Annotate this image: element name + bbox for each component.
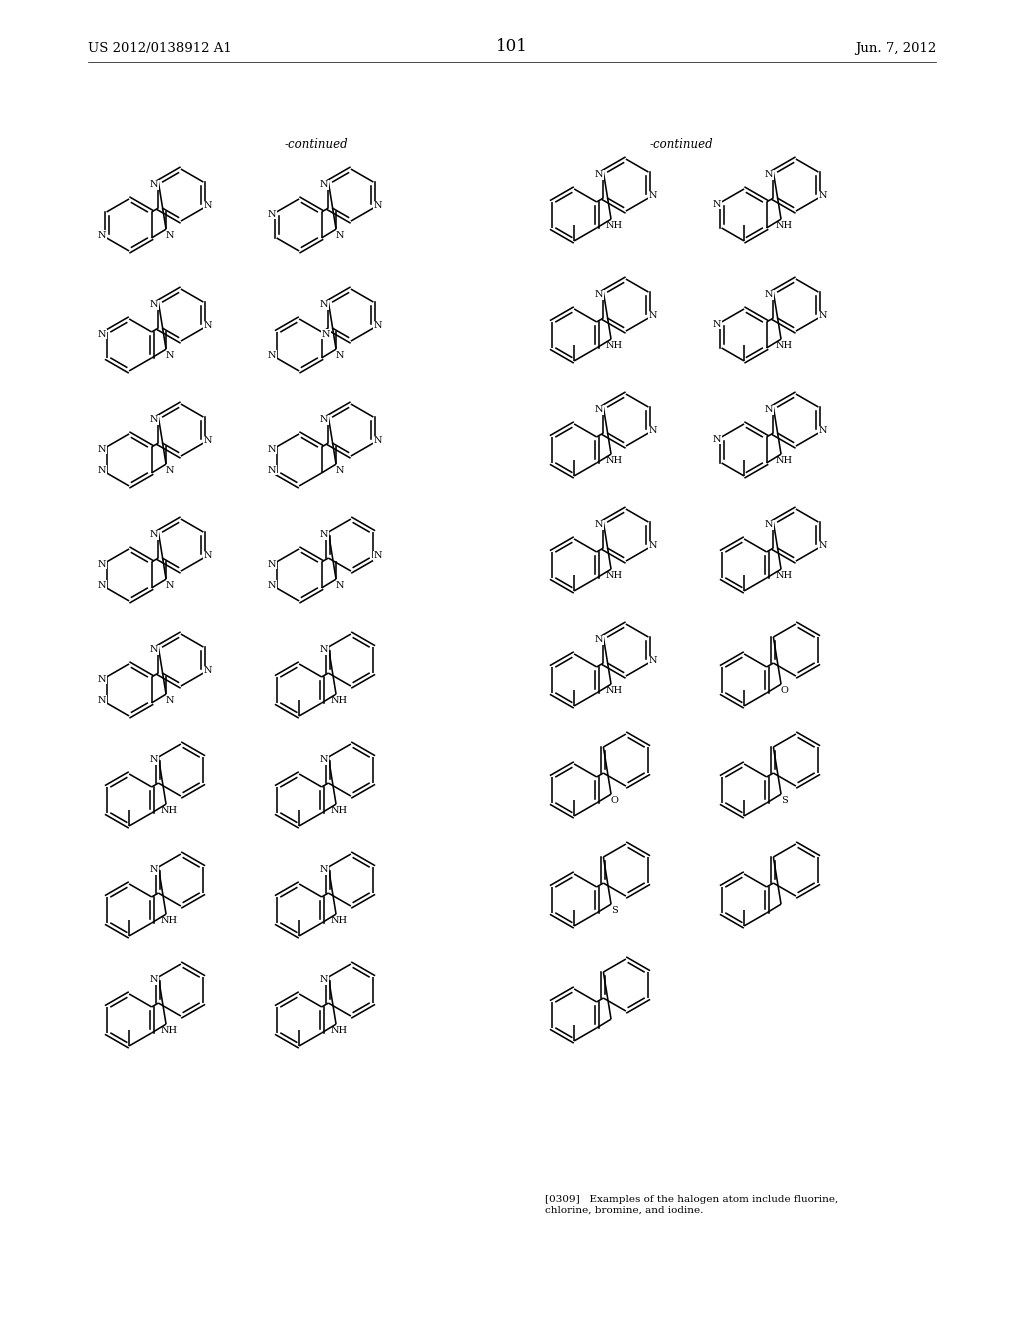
Text: N: N	[204, 436, 212, 445]
Text: N: N	[319, 865, 329, 874]
Text: -continued: -continued	[650, 139, 714, 152]
Text: NH: NH	[606, 570, 624, 579]
Text: N: N	[150, 531, 159, 539]
Text: N: N	[165, 696, 174, 705]
Text: N: N	[98, 445, 106, 454]
Text: N: N	[204, 667, 212, 675]
Text: N: N	[648, 541, 657, 550]
Text: N: N	[374, 550, 382, 560]
Text: N: N	[98, 330, 106, 339]
Text: N: N	[98, 560, 106, 569]
Text: N: N	[165, 581, 174, 590]
Text: N: N	[595, 170, 603, 180]
Text: NH: NH	[161, 1026, 178, 1035]
Text: N: N	[595, 635, 603, 644]
Text: N: N	[713, 319, 722, 329]
Text: N: N	[165, 466, 174, 475]
Text: NH: NH	[606, 685, 624, 694]
Text: N: N	[374, 201, 382, 210]
Text: NH: NH	[331, 916, 348, 925]
Text: N: N	[268, 351, 276, 360]
Text: NH: NH	[331, 805, 348, 814]
Text: S: S	[611, 906, 617, 915]
Text: N: N	[648, 426, 657, 436]
Text: O: O	[610, 796, 618, 805]
Text: N: N	[648, 312, 657, 319]
Text: N: N	[319, 645, 329, 653]
Text: N: N	[765, 520, 773, 529]
Text: N: N	[204, 550, 212, 560]
Text: N: N	[98, 696, 106, 705]
Text: N: N	[319, 414, 329, 424]
Text: N: N	[595, 520, 603, 529]
Text: N: N	[335, 466, 344, 475]
Text: NH: NH	[776, 570, 794, 579]
Text: N: N	[150, 975, 159, 983]
Text: S: S	[781, 796, 787, 805]
Text: N: N	[150, 414, 159, 424]
Text: N: N	[268, 445, 276, 454]
Text: N: N	[150, 645, 159, 653]
Text: N: N	[150, 865, 159, 874]
Text: 101: 101	[496, 38, 528, 55]
Text: N: N	[165, 231, 174, 240]
Text: NH: NH	[776, 341, 794, 350]
Text: US 2012/0138912 A1: US 2012/0138912 A1	[88, 42, 231, 55]
Text: [0309]   Examples of the halogen atom include fluorine,
chlorine, bromine, and i: [0309] Examples of the halogen atom incl…	[545, 1195, 839, 1214]
Text: N: N	[98, 231, 106, 240]
Text: N: N	[595, 290, 603, 300]
Text: N: N	[98, 581, 106, 590]
Text: N: N	[713, 436, 722, 444]
Text: N: N	[268, 210, 276, 219]
Text: N: N	[150, 755, 159, 764]
Text: N: N	[765, 290, 773, 300]
Text: N: N	[818, 426, 827, 436]
Text: N: N	[150, 180, 159, 189]
Text: NH: NH	[776, 455, 794, 465]
Text: N: N	[765, 170, 773, 180]
Text: N: N	[374, 321, 382, 330]
Text: N: N	[648, 656, 657, 665]
Text: -continued: -continued	[285, 139, 348, 152]
Text: N: N	[319, 531, 329, 539]
Text: N: N	[374, 436, 382, 445]
Text: NH: NH	[161, 916, 178, 925]
Text: NH: NH	[606, 220, 624, 230]
Text: N: N	[98, 675, 106, 684]
Text: N: N	[319, 975, 329, 983]
Text: N: N	[98, 466, 106, 475]
Text: N: N	[204, 201, 212, 210]
Text: NH: NH	[776, 220, 794, 230]
Text: N: N	[765, 405, 773, 414]
Text: N: N	[204, 321, 212, 330]
Text: N: N	[268, 466, 276, 475]
Text: NH: NH	[331, 1026, 348, 1035]
Text: O: O	[780, 685, 788, 694]
Text: N: N	[595, 405, 603, 414]
Text: N: N	[818, 312, 827, 319]
Text: N: N	[818, 191, 827, 201]
Text: N: N	[319, 300, 329, 309]
Text: N: N	[268, 581, 276, 590]
Text: NH: NH	[161, 805, 178, 814]
Text: N: N	[322, 330, 330, 339]
Text: Jun. 7, 2012: Jun. 7, 2012	[855, 42, 936, 55]
Text: N: N	[319, 755, 329, 764]
Text: N: N	[818, 541, 827, 550]
Text: NH: NH	[606, 455, 624, 465]
Text: N: N	[268, 560, 276, 569]
Text: N: N	[335, 351, 344, 360]
Text: N: N	[165, 351, 174, 360]
Text: N: N	[713, 199, 722, 209]
Text: NH: NH	[331, 696, 348, 705]
Text: N: N	[648, 191, 657, 201]
Text: N: N	[335, 231, 344, 240]
Text: N: N	[319, 180, 329, 189]
Text: N: N	[335, 581, 344, 590]
Text: N: N	[150, 300, 159, 309]
Text: NH: NH	[606, 341, 624, 350]
